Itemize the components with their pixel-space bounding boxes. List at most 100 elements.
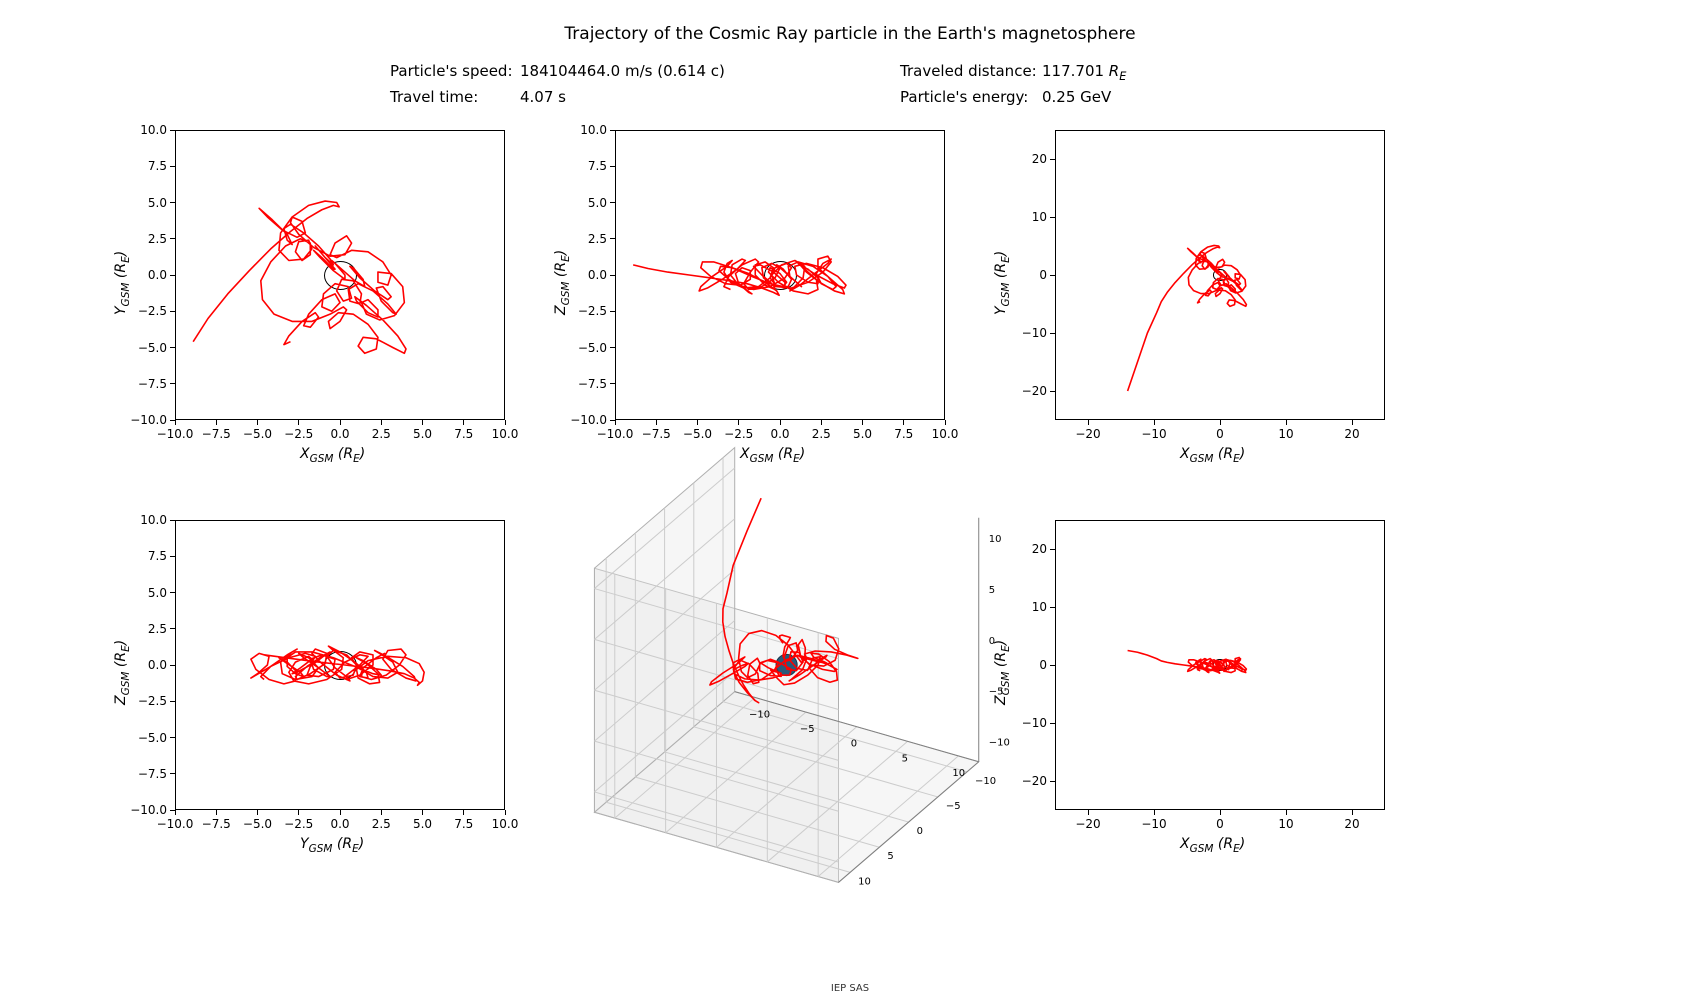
tick-mark — [463, 420, 464, 425]
y-tick-label: 2.5 — [117, 622, 167, 636]
tick-mark — [1286, 420, 1287, 425]
subplot-p6: −20−20−10−100010102020XGSM (RE)ZGSM (RE) — [1055, 520, 1385, 810]
tick-mark — [1154, 810, 1155, 815]
svg-text:5: 5 — [989, 585, 995, 596]
x-axis-label: XGSM (RE) — [1180, 446, 1245, 465]
y-tick-label: 2.5 — [557, 232, 607, 246]
y-tick-label: 7.5 — [117, 159, 167, 173]
tick-mark — [505, 810, 506, 815]
y-tick-label: −20 — [997, 384, 1047, 398]
subplot-p4: −10.0−10.0−7.5−7.5−5.0−5.0−2.5−2.50.00.0… — [175, 520, 505, 810]
x-tick-label: 10 — [1278, 427, 1293, 441]
energy-label: Particle's energy: — [900, 88, 1028, 106]
tick-mark — [381, 810, 382, 815]
info-block: Particle's speed: 184104464.0 m/s (0.614… — [0, 62, 1700, 112]
x-tick-label: −5.0 — [683, 427, 712, 441]
tick-mark — [615, 420, 616, 425]
tick-mark — [738, 420, 739, 425]
svg-text:5: 5 — [887, 851, 893, 862]
tick-mark — [656, 420, 657, 425]
x-tick-label: −5.0 — [243, 427, 272, 441]
tick-mark — [216, 810, 217, 815]
x-tick-label: −10.0 — [157, 427, 194, 441]
svg-text:10: 10 — [952, 768, 965, 779]
x-tick-label: 20 — [1344, 427, 1359, 441]
y-tick-label: 7.5 — [117, 549, 167, 563]
x-tick-label: 0 — [1216, 817, 1224, 831]
y-tick-label: −10.0 — [117, 413, 167, 427]
svg-text:−5: −5 — [946, 801, 961, 812]
y-tick-label: 20 — [997, 542, 1047, 556]
trajectory-3d: −10−10−10−5−5−5000555101010 — [615, 500, 945, 850]
tick-mark — [257, 420, 258, 425]
tick-mark — [422, 810, 423, 815]
tick-mark — [505, 420, 506, 425]
x-tick-label: −10.0 — [597, 427, 634, 441]
trajectory-line — [175, 130, 505, 420]
x-tick-label: 0.0 — [330, 817, 349, 831]
tick-mark — [175, 420, 176, 425]
y-axis-label: YGSM (RE) — [113, 251, 132, 315]
speed-value: 184104464.0 m/s (0.614 c) — [520, 62, 725, 80]
speed-label: Particle's speed: — [390, 62, 513, 80]
svg-text:−10: −10 — [975, 776, 996, 787]
tick-mark — [1220, 810, 1221, 815]
y-axis-label: ZGSM (RE) — [993, 640, 1012, 705]
subplot-p1: −10.0−10.0−7.5−7.5−5.0−5.0−2.5−2.50.00.0… — [175, 130, 505, 420]
tick-mark — [945, 420, 946, 425]
x-tick-label: −2.5 — [724, 427, 753, 441]
x-tick-label: −10.0 — [157, 817, 194, 831]
tick-mark — [298, 420, 299, 425]
y-tick-label: −20 — [997, 774, 1047, 788]
subplot-3d: −10−10−10−5−5−5000555101010 — [615, 520, 945, 810]
x-tick-label: 0 — [1216, 427, 1224, 441]
y-tick-label: 10.0 — [117, 513, 167, 527]
tick-mark — [697, 420, 698, 425]
tick-mark — [1286, 810, 1287, 815]
x-tick-label: −5.0 — [243, 817, 272, 831]
y-tick-label: 7.5 — [557, 159, 607, 173]
y-tick-label: 5.0 — [117, 196, 167, 210]
x-tick-label: −2.5 — [284, 427, 313, 441]
x-axis-label: XGSM (RE) — [740, 446, 805, 465]
trajectory-line — [1055, 520, 1385, 810]
time-value: 4.07 s — [520, 88, 566, 106]
trajectory-line — [615, 130, 945, 420]
x-tick-label: 2.5 — [372, 817, 391, 831]
y-tick-label: 20 — [997, 152, 1047, 166]
x-tick-label: −7.5 — [202, 817, 231, 831]
x-axis-label: XGSM (RE) — [300, 446, 365, 465]
distance-value: 117.701 RE — [1042, 62, 1126, 83]
y-tick-label: 5.0 — [117, 586, 167, 600]
figure-root: Trajectory of the Cosmic Ray particle in… — [0, 0, 1700, 1000]
x-tick-label: 7.5 — [454, 817, 473, 831]
x-tick-label: 5.0 — [853, 427, 872, 441]
y-tick-label: 10 — [997, 210, 1047, 224]
svg-text:5: 5 — [902, 753, 908, 764]
y-tick-label: 10.0 — [557, 123, 607, 137]
subplot-p3: −20−20−10−100010102020XGSM (RE)YGSM (RE) — [1055, 130, 1385, 420]
tick-mark — [780, 420, 781, 425]
x-tick-label: 5.0 — [413, 817, 432, 831]
x-tick-label: −2.5 — [284, 817, 313, 831]
footer-credit: IEP SAS — [0, 983, 1700, 994]
x-tick-label: 10.0 — [932, 427, 959, 441]
x-tick-label: 0.0 — [770, 427, 789, 441]
x-tick-label: 2.5 — [812, 427, 831, 441]
trajectory-line — [175, 520, 505, 810]
tick-mark — [862, 420, 863, 425]
svg-text:0: 0 — [917, 826, 923, 837]
y-tick-label: 10 — [997, 600, 1047, 614]
x-tick-label: 5.0 — [413, 427, 432, 441]
tick-mark — [1088, 810, 1089, 815]
x-tick-label: −7.5 — [642, 427, 671, 441]
svg-text:−5: −5 — [800, 724, 815, 735]
tick-mark — [422, 420, 423, 425]
tick-mark — [340, 810, 341, 815]
y-axis-label: YGSM (RE) — [993, 251, 1012, 315]
x-tick-label: 7.5 — [894, 427, 913, 441]
tick-mark — [821, 420, 822, 425]
x-tick-label: −10 — [1141, 817, 1166, 831]
y-tick-label: −10.0 — [117, 803, 167, 817]
subplot-p2: −10.0−10.0−7.5−7.5−5.0−5.0−2.5−2.50.00.0… — [615, 130, 945, 420]
